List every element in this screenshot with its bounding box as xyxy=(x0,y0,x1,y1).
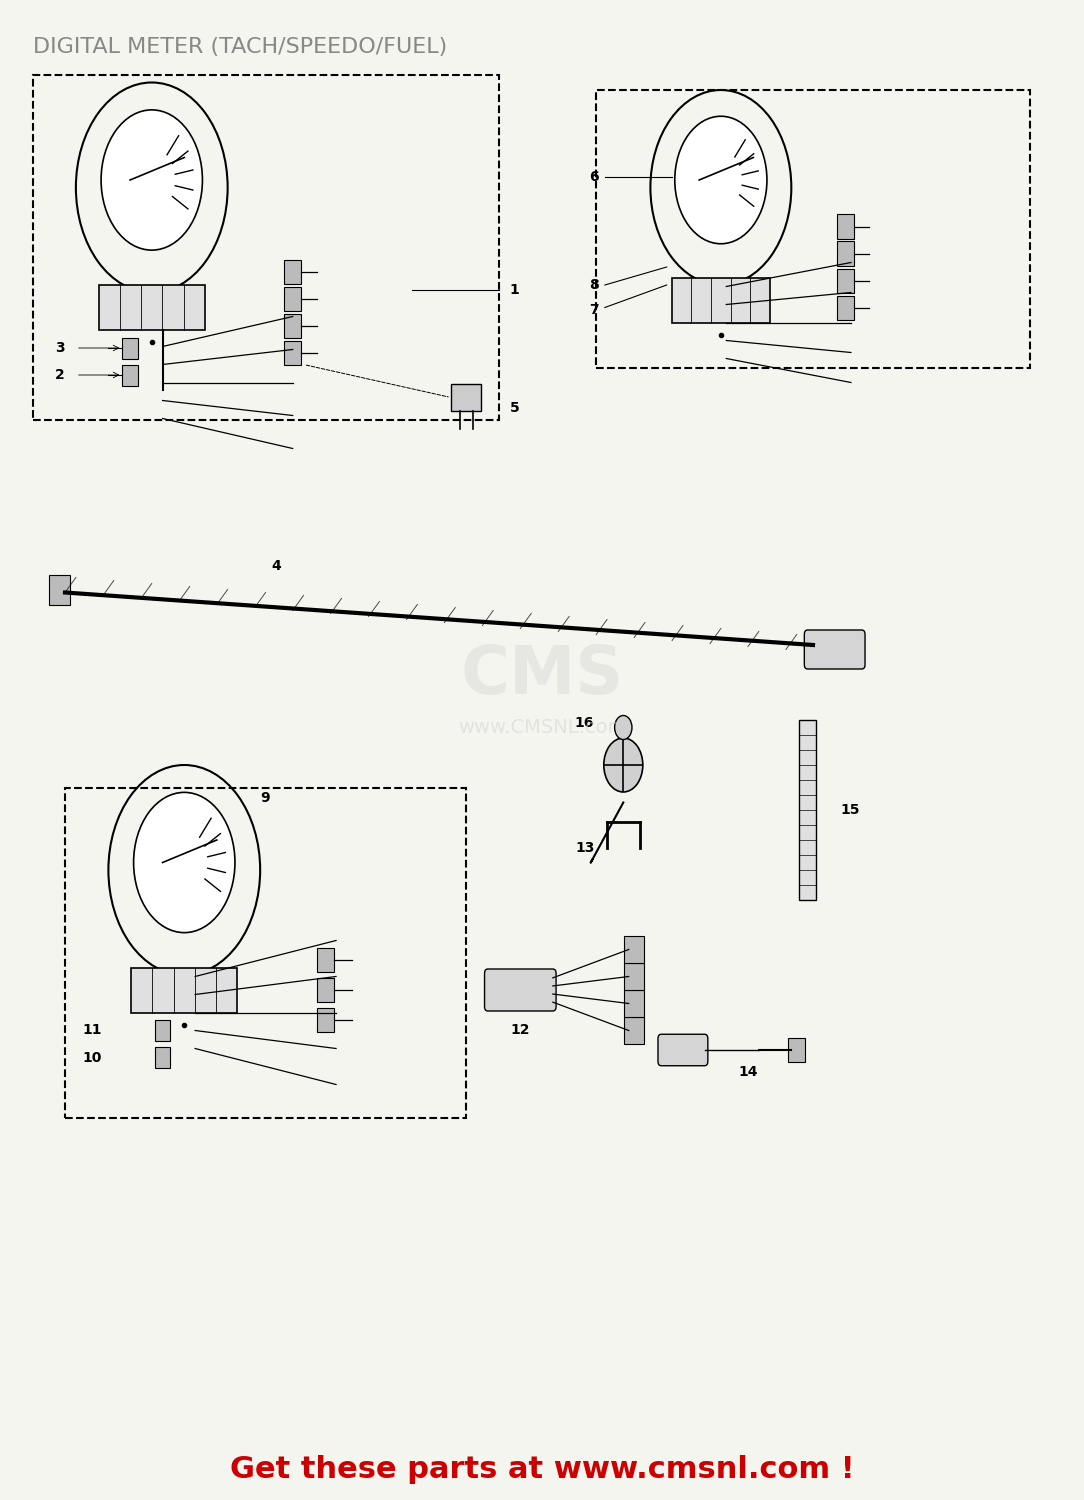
Circle shape xyxy=(615,716,632,740)
Text: CMS: CMS xyxy=(461,642,623,708)
Text: 3: 3 xyxy=(55,340,64,356)
Circle shape xyxy=(674,117,767,243)
Bar xyxy=(624,1017,644,1044)
Bar xyxy=(837,268,854,292)
Text: 7: 7 xyxy=(590,303,598,318)
FancyBboxPatch shape xyxy=(671,278,770,322)
Bar xyxy=(837,214,854,238)
Bar xyxy=(624,936,644,963)
Text: 6: 6 xyxy=(590,170,598,184)
FancyBboxPatch shape xyxy=(99,285,205,330)
Bar xyxy=(155,1047,170,1068)
Bar xyxy=(122,364,138,386)
Bar xyxy=(837,296,854,320)
Text: Get these parts at www.cmsnl.com !: Get these parts at www.cmsnl.com ! xyxy=(230,1455,854,1485)
Bar xyxy=(284,340,301,364)
Bar xyxy=(317,1008,334,1032)
Text: 15: 15 xyxy=(840,802,860,818)
Text: 2: 2 xyxy=(55,368,64,382)
Bar xyxy=(624,990,644,1017)
FancyBboxPatch shape xyxy=(131,968,237,1012)
Text: 1: 1 xyxy=(509,282,519,297)
Text: 10: 10 xyxy=(82,1050,102,1065)
FancyBboxPatch shape xyxy=(485,969,556,1011)
Text: 12: 12 xyxy=(511,1023,530,1038)
FancyBboxPatch shape xyxy=(658,1035,708,1065)
Circle shape xyxy=(133,792,235,933)
Text: 5: 5 xyxy=(509,400,519,416)
Text: DIGITAL METER (TACH/SPEEDO/FUEL): DIGITAL METER (TACH/SPEEDO/FUEL) xyxy=(33,38,447,57)
FancyBboxPatch shape xyxy=(804,630,865,669)
Text: 14: 14 xyxy=(738,1065,758,1080)
Text: 16: 16 xyxy=(575,716,594,730)
Bar xyxy=(317,978,334,1002)
Bar xyxy=(122,338,138,358)
FancyBboxPatch shape xyxy=(451,384,481,411)
Bar xyxy=(49,574,70,604)
FancyBboxPatch shape xyxy=(799,720,816,900)
Bar xyxy=(837,242,854,266)
Bar xyxy=(317,948,334,972)
Bar xyxy=(788,1038,805,1062)
Text: 11: 11 xyxy=(82,1023,102,1038)
Text: 4: 4 xyxy=(271,558,281,573)
Text: www.CMSNL.com: www.CMSNL.com xyxy=(457,718,627,736)
Text: 13: 13 xyxy=(576,840,595,855)
Circle shape xyxy=(604,738,643,792)
Bar xyxy=(624,963,644,990)
Text: 8: 8 xyxy=(590,278,598,292)
Circle shape xyxy=(101,110,203,251)
Bar xyxy=(155,1020,170,1041)
Text: 9: 9 xyxy=(260,790,270,806)
Bar xyxy=(284,286,301,310)
Bar xyxy=(284,314,301,338)
Bar xyxy=(284,260,301,284)
